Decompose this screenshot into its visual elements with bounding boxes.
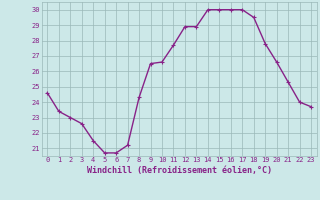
X-axis label: Windchill (Refroidissement éolien,°C): Windchill (Refroidissement éolien,°C) (87, 166, 272, 175)
